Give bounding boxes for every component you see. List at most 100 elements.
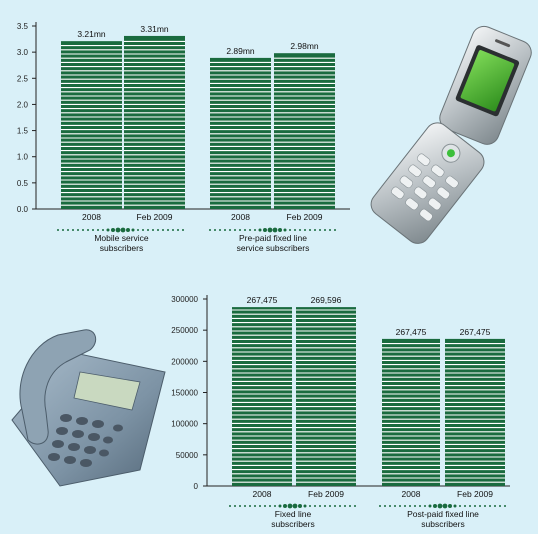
separator-dot (111, 228, 115, 232)
separator-dot (448, 504, 452, 508)
separator-dot (314, 229, 316, 231)
bar (274, 53, 335, 210)
separator-dot (167, 229, 169, 231)
separator-dot (209, 229, 211, 231)
separator-dot (334, 229, 336, 231)
data-label: 269,596 (311, 295, 342, 305)
separator-dot (259, 505, 261, 507)
separator-dot (324, 229, 326, 231)
separator-dot (62, 229, 64, 231)
y-tick-label: 2.5 (17, 74, 29, 83)
data-label: 267,475 (396, 327, 427, 337)
separator-dot (424, 505, 426, 507)
bar-fill (296, 307, 356, 486)
separator-dot (304, 229, 306, 231)
separator-dot (283, 228, 287, 232)
y-tick-label: 150000 (171, 389, 198, 398)
separator-dot (319, 229, 321, 231)
separator-dot (428, 504, 432, 508)
separator-dot (344, 505, 346, 507)
separator-dot (249, 229, 251, 231)
separator-dot (283, 504, 287, 508)
separator-dot (269, 505, 271, 507)
data-label: 3.21mn (77, 29, 106, 39)
separator-dot (57, 229, 59, 231)
bar-fill (445, 338, 505, 486)
separator-dot (292, 503, 298, 509)
separator-dot (319, 505, 321, 507)
separator-dot (224, 229, 226, 231)
x-tick-label: 2008 (82, 212, 101, 222)
separator-dot (126, 228, 130, 232)
separator-dot (239, 505, 241, 507)
y-tick-label: 0.0 (17, 205, 29, 214)
separator-dot (489, 505, 491, 507)
x-tick-label: Feb 2009 (287, 212, 323, 222)
x-tick-label: 2008 (402, 489, 421, 499)
separator-dot (214, 229, 216, 231)
bar (124, 35, 185, 210)
y-tick-label: 50000 (176, 451, 199, 460)
separator-dot (131, 228, 135, 232)
x-tick-label: 2008 (231, 212, 250, 222)
separator-dot (152, 229, 154, 231)
separator-dot (504, 505, 506, 507)
separator-dot (147, 229, 149, 231)
data-label: 2.89mn (226, 46, 255, 56)
separator-dot (72, 229, 74, 231)
separator-dot (329, 505, 331, 507)
separator-dot (442, 503, 448, 509)
separator-dot (409, 505, 411, 507)
separator-dot (433, 504, 437, 508)
data-label: 3.31mn (140, 24, 169, 34)
bar-fill (382, 338, 440, 486)
data-label: 267,475 (247, 295, 278, 305)
separator-dot (267, 227, 273, 233)
separator-dot (329, 229, 331, 231)
group-label: Post-paid fixed line (407, 509, 479, 519)
y-tick-label: 0.5 (17, 179, 29, 188)
separator-dot (77, 229, 79, 231)
separator-dot (289, 229, 291, 231)
separator-dot (115, 227, 121, 233)
group-label: Mobile service (94, 233, 149, 243)
separator-dot (339, 505, 341, 507)
group-separator-dots (229, 503, 356, 509)
separator-dot (299, 229, 301, 231)
separator-dot (97, 229, 99, 231)
separator-dot (278, 504, 282, 508)
separator-dot (244, 505, 246, 507)
separator-dot (294, 229, 296, 231)
separator-dot (234, 229, 236, 231)
separator-dot (249, 505, 251, 507)
separator-dot (404, 505, 406, 507)
separator-dot (494, 505, 496, 507)
separator-dot (120, 227, 126, 233)
separator-dot (309, 505, 311, 507)
x-tick-label: Feb 2009 (457, 489, 493, 499)
group-label: subscribers (421, 519, 464, 529)
separator-dot (172, 229, 174, 231)
separator-dot (419, 505, 421, 507)
separator-dot (389, 505, 391, 507)
bar (61, 41, 122, 209)
separator-dot (334, 505, 336, 507)
separator-dot (309, 229, 311, 231)
separator-dot (278, 228, 282, 232)
separator-dot (254, 229, 256, 231)
separator-dot (274, 505, 276, 507)
x-tick-label: 2008 (253, 489, 272, 499)
group-label: Pre-paid fixed line (239, 233, 307, 243)
group-label: subscribers (100, 243, 143, 253)
y-tick-label: 250000 (171, 326, 198, 335)
separator-dot (258, 228, 262, 232)
separator-dot (479, 505, 481, 507)
group-separator-dots (57, 227, 184, 233)
separator-dot (157, 229, 159, 231)
y-tick-label: 3.5 (17, 22, 29, 31)
separator-dot (219, 229, 221, 231)
separator-dot (298, 504, 302, 508)
